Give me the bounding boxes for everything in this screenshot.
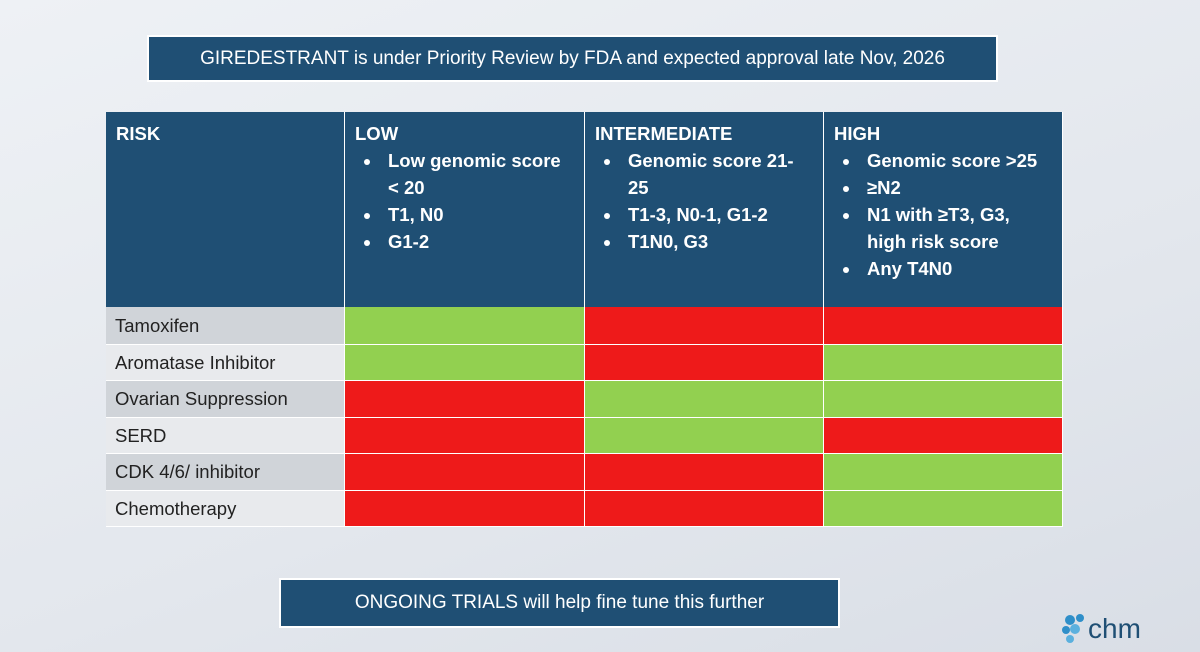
row-label: Aromatase Inhibitor	[106, 345, 345, 381]
bullet: N1 with ≥T3, G3, high risk score	[861, 201, 1052, 255]
row-label: Chemotherapy	[106, 491, 345, 527]
header-title: RISK	[116, 123, 161, 144]
header-cell: RISK	[106, 112, 345, 307]
status-cell	[824, 418, 1063, 454]
status-cell	[585, 381, 824, 418]
bullet-list: Low genomic score < 20T1, N0G1-2	[355, 147, 574, 255]
bullet-list: Genomic score 21-25T1-3, N0-1, G1-2T1N0,…	[595, 147, 813, 255]
status-cell	[585, 307, 824, 345]
header-cell: LOW Low genomic score < 20T1, N0G1-2	[345, 112, 585, 307]
logo-icon	[1062, 614, 1084, 643]
header-title: HIGH	[834, 123, 881, 144]
header-title: INTERMEDIATE	[595, 123, 733, 144]
bullet: ≥N2	[861, 174, 1052, 201]
bullet: G1-2	[382, 228, 574, 255]
logo-text: chm	[1088, 613, 1141, 644]
status-cell	[824, 454, 1063, 491]
bullet: Low genomic score < 20	[382, 147, 574, 201]
bullet: Genomic score >25	[861, 147, 1052, 174]
status-cell	[345, 418, 585, 454]
status-cell	[824, 345, 1063, 381]
top-banner: GIREDESTRANT is under Priority Review by…	[147, 35, 998, 82]
status-cell	[824, 381, 1063, 418]
status-cell	[585, 345, 824, 381]
header-cell: INTERMEDIATE Genomic score 21-25T1-3, N0-…	[585, 112, 824, 307]
header-title: LOW	[355, 123, 399, 144]
logo: chm	[1062, 613, 1141, 644]
bottom-banner: ONGOING TRIALS will help fine tune this …	[279, 578, 840, 628]
bullet: T1N0, G3	[622, 228, 813, 255]
status-cell	[345, 491, 585, 527]
status-cell	[345, 345, 585, 381]
status-cell	[345, 307, 585, 345]
status-cell	[345, 381, 585, 418]
status-cell	[824, 307, 1063, 345]
bullet: Any T4N0	[861, 255, 1052, 282]
row-label: SERD	[106, 418, 345, 454]
row-label: Ovarian Suppression	[106, 381, 345, 418]
bullet: Genomic score 21-25	[622, 147, 813, 201]
status-cell	[585, 454, 824, 491]
row-label: CDK 4/6/ inhibitor	[106, 454, 345, 491]
status-cell	[824, 491, 1063, 527]
bullet: T1-3, N0-1, G1-2	[622, 201, 813, 228]
status-cell	[345, 454, 585, 491]
bullet-list: Genomic score >25≥N2N1 with ≥T3, G3, hig…	[834, 147, 1052, 282]
header-cell: HIGH Genomic score >25≥N2N1 with ≥T3, G3,…	[824, 112, 1063, 307]
bullet: T1, N0	[382, 201, 574, 228]
row-label: Tamoxifen	[106, 307, 345, 345]
status-cell	[585, 418, 824, 454]
status-cell	[585, 491, 824, 527]
